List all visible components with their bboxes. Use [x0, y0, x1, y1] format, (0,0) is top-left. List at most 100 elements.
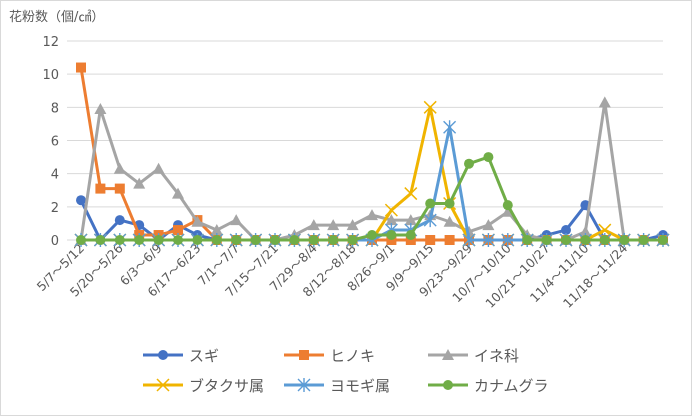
data-point [423, 213, 437, 228]
data-point [308, 235, 319, 245]
data-point [367, 230, 377, 241]
data-point [404, 214, 417, 226]
data-point [113, 162, 126, 174]
legend-item: ヒノキ [284, 347, 375, 365]
data-point [502, 200, 513, 211]
data-point [638, 235, 649, 245]
data-point [561, 225, 571, 236]
data-point [211, 235, 222, 245]
data-point [328, 235, 339, 245]
series-line [81, 155, 663, 242]
data-point [405, 230, 416, 241]
data-point [443, 120, 457, 135]
series-5 [74, 120, 670, 247]
data-point [483, 152, 494, 163]
data-point [580, 235, 591, 245]
data-point [270, 235, 280, 245]
data-point [172, 187, 184, 199]
gridlines [67, 40, 663, 241]
data-point [423, 100, 437, 114]
data-point [346, 219, 359, 231]
y-tick-label: 6 [51, 135, 59, 150]
data-point [114, 215, 125, 226]
data-point [173, 235, 183, 245]
data-point [366, 209, 378, 221]
data-point [327, 219, 340, 231]
y-tick-label: 8 [51, 101, 59, 116]
y-tick-label: 4 [51, 168, 59, 183]
data-point [598, 96, 611, 108]
legend-label: ヒノキ [330, 347, 375, 365]
legend-item: スギ [143, 347, 219, 365]
data-point [404, 187, 418, 201]
data-point [443, 215, 456, 227]
legend-marker [299, 350, 309, 360]
data-point [425, 198, 436, 209]
data-point [386, 230, 397, 241]
data-point [134, 235, 145, 245]
series-line [81, 125, 663, 242]
legend-label: イネ科 [474, 347, 519, 365]
data-point [482, 219, 495, 231]
legend-marker [443, 380, 453, 390]
data-point [347, 235, 358, 245]
data-point [384, 203, 398, 217]
y-tick-label: 10 [42, 68, 59, 83]
data-point [522, 235, 533, 245]
legend-marker [158, 350, 168, 360]
data-point [541, 235, 552, 245]
data-point [76, 235, 86, 245]
legend-marker [297, 378, 311, 392]
legend-label: カナムグラ [474, 377, 549, 395]
series-6 [76, 152, 668, 245]
data-point [462, 233, 476, 247]
data-point [114, 183, 125, 194]
y-tick-label: 2 [51, 201, 59, 216]
data-point [619, 235, 630, 245]
data-point [501, 233, 515, 247]
data-point [481, 233, 495, 247]
data-point [152, 162, 165, 174]
data-point [501, 205, 514, 217]
x-tick-labels: 5/7～5/125/20～5/266/3～6/96/17～6/237/1～7/7… [34, 240, 631, 310]
series-3 [75, 96, 669, 245]
data-point [307, 219, 320, 231]
data-point [658, 235, 668, 245]
data-point [192, 235, 203, 245]
legend-marker [156, 378, 170, 392]
y-tick-label: 0 [51, 234, 59, 249]
data-point [94, 102, 107, 114]
data-point [598, 223, 612, 237]
data-point [191, 215, 204, 227]
data-point [464, 158, 474, 169]
data-point [385, 214, 398, 226]
legend-item: カナムグラ [428, 377, 549, 395]
data-point [289, 235, 300, 245]
legend-label: スギ [189, 347, 219, 365]
data-point [153, 235, 164, 245]
y-axis-title: 花粉数（個/㎠） [9, 9, 104, 25]
series-lines [74, 62, 670, 247]
data-point [599, 235, 610, 245]
data-point [444, 235, 455, 245]
data-point [250, 235, 261, 245]
legend-label: ブタクサ属 [189, 377, 264, 395]
data-point [173, 225, 183, 236]
data-point [561, 235, 571, 245]
data-point [133, 177, 146, 189]
data-point [114, 235, 125, 245]
data-point [230, 214, 243, 226]
y-tick-labels: 0 2 4 6 8 10 12 [42, 35, 59, 249]
data-point [231, 235, 242, 245]
data-point [76, 195, 86, 206]
y-tick-label: 12 [42, 35, 59, 50]
data-point [425, 235, 436, 245]
data-point [76, 62, 86, 73]
data-point [95, 183, 106, 194]
data-point [95, 235, 106, 245]
data-point [579, 225, 592, 237]
legend-marker [442, 349, 454, 360]
